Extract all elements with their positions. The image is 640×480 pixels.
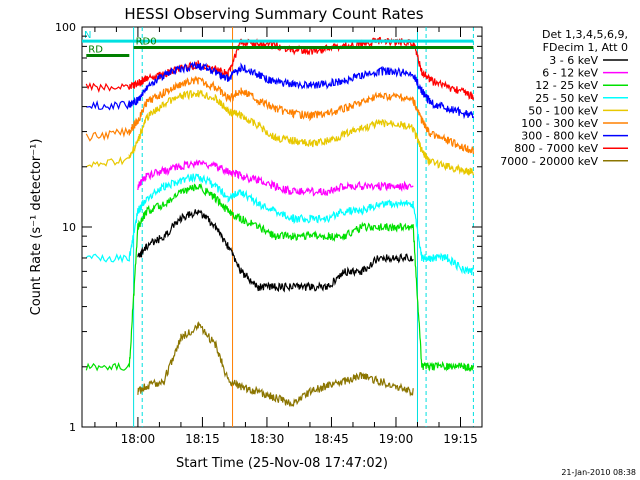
legend-label-3: 25 - 50 keV xyxy=(535,92,598,105)
legend-label-4: 50 - 100 keV xyxy=(528,104,598,117)
x-tick-label-2: 18:30 xyxy=(250,432,285,446)
y-tick-label-1: 10 xyxy=(62,221,76,234)
legend-label-5: 100 - 300 keV xyxy=(521,117,598,130)
x-axis: 18:00 18:15 18:30 18:45 19:00 19:15 xyxy=(94,27,478,446)
series-line-6 xyxy=(85,182,474,373)
x-tick-label-5: 19:15 xyxy=(443,432,478,446)
legend-label-8: 7000 - 20000 keV xyxy=(500,155,598,168)
flag-layer: N RD0 RD xyxy=(82,30,474,58)
x-axis-label: Start Time (25-Nov-08 17:47:02) xyxy=(176,456,388,471)
flag-label-1: RD0 xyxy=(136,36,157,47)
series-line-5 xyxy=(85,173,474,276)
chart-title: HESSI Observing Summary Count Rates xyxy=(124,5,423,23)
series-line-3 xyxy=(85,89,474,176)
x-tick-label-1: 18:15 xyxy=(185,432,220,446)
y-axis-label: Count Rate (s⁻¹ detector⁻¹) xyxy=(29,139,44,316)
series-line-1 xyxy=(86,60,474,120)
legend-label-1: 6 - 12 keV xyxy=(542,67,598,80)
x-tick-label-0: 18:00 xyxy=(121,432,156,446)
footer-date: 21-Jan-2010 08:38 xyxy=(561,468,636,477)
series-line-7 xyxy=(137,209,414,293)
y-axis: 1 10 100 xyxy=(55,21,482,434)
flag-label-0: N xyxy=(84,30,91,41)
legend-header-1: FDecim 1, Att 0 xyxy=(543,41,628,54)
legend-label-0: 3 - 6 keV xyxy=(549,54,598,67)
series-line-8 xyxy=(137,320,414,408)
flag-label-2: RD xyxy=(88,45,103,56)
legend: Det 1,3,4,5,6,9,FDecim 1, Att 03 - 6 keV… xyxy=(500,28,628,168)
legend-label-6: 300 - 800 keV xyxy=(521,130,598,143)
legend-label-2: 12 - 25 keV xyxy=(535,79,598,92)
legend-label-7: 800 - 7000 keV xyxy=(514,142,598,155)
x-tick-label-4: 19:00 xyxy=(379,432,414,446)
series-line-4 xyxy=(137,158,414,197)
y-tick-label-2: 100 xyxy=(55,21,76,34)
series-layer xyxy=(85,36,474,408)
legend-header-0: Det 1,3,4,5,6,9, xyxy=(542,28,628,41)
x-tick-label-3: 18:45 xyxy=(314,432,349,446)
y-tick-label-0: 1 xyxy=(69,421,76,434)
series-line-2 xyxy=(85,75,474,155)
